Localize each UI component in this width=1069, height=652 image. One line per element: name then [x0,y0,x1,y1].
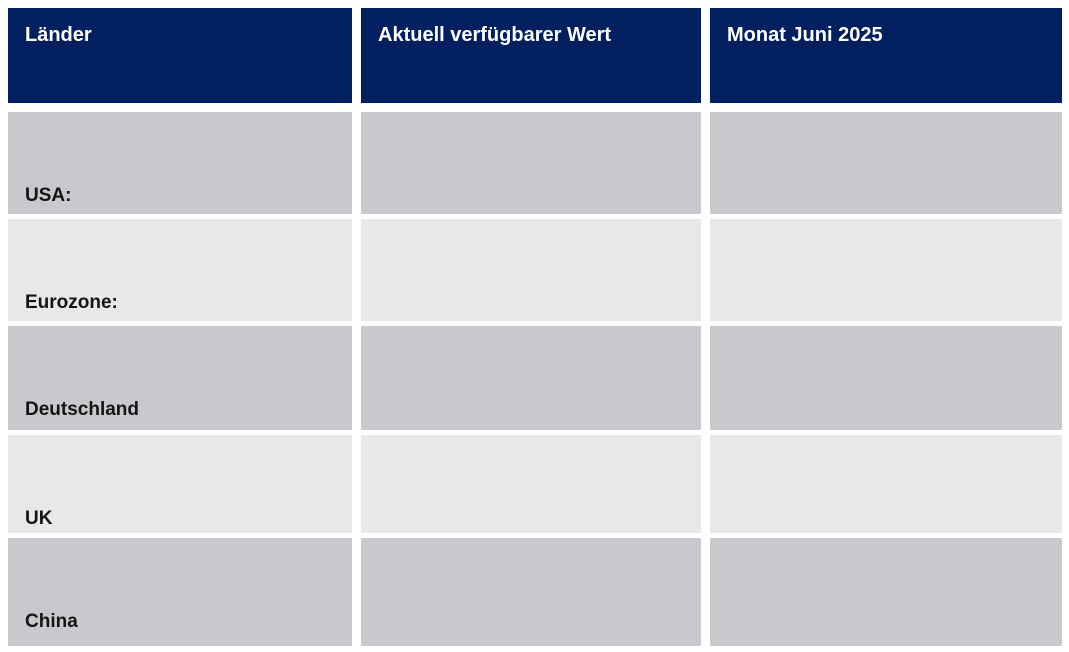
table-row-usa: USA: Verbraucherpreise (J) Erzeugerpreis… [8,112,1062,214]
country-cell: UK Verbraucherpreise (J) [8,435,352,533]
table-row-deutschland: Deutschland Verbraucherpreise (J) Erzeug… [8,326,1062,430]
june-value-cell: 3,6% [710,435,1062,533]
spacer-line [378,288,687,317]
june-value-cell: 0,1% -3,6% [710,538,1062,646]
country-label: USA: [25,185,72,206]
spacer-line [727,395,1048,424]
current-value-cell: 3,8% (August) [361,435,701,533]
country-cell: China Verbraucherpreise (J) Erzeugerprei… [8,538,352,646]
column-header-laender: Länder [8,8,352,103]
spacer-line [727,607,1048,636]
column-header-monat-juni-2025: Monat Juni 2025 [710,8,1062,103]
table-row-china: China Verbraucherpreise (J) Erzeugerprei… [8,538,1062,646]
country-label: Eurozone: [25,292,118,313]
country-label: Deutschland [25,399,140,420]
table-row-uk: UK Verbraucherpreise (J) 3,8% (August) 3… [8,435,1062,533]
country-cell: USA: Verbraucherpreise (J) Erzeugerpreis… [8,112,352,214]
country-label: UK [25,508,53,529]
spacer-line [378,181,687,210]
country-label: China [25,611,78,632]
june-value-cell: 2,0% -1,3% [710,326,1062,430]
inflation-table: Länder Aktuell verfügbarer Wert Monat Ju… [8,8,1062,646]
current-value-cell: 2,4% (September vorläufig) -2,2% (August… [361,326,701,430]
spacer-line [727,504,1048,533]
table-row-eurozone: Eurozone: Verbraucherpreise (J) Erzeuger… [8,219,1062,321]
current-value-cell: 2,9% (August) 2,6% (August) [361,112,701,214]
spacer-line [378,504,687,533]
country-cell: Eurozone: Verbraucherpreise (J) Erzeuger… [8,219,352,321]
june-value-cell: 2,0% 0,6% [710,219,1062,321]
spacer-line [378,395,687,424]
spacer-line [727,181,1048,210]
country-cell: Deutschland Verbraucherpreise (J) Erzeug… [8,326,352,430]
table-header-row: Länder Aktuell verfügbarer Wert Monat Ju… [8,8,1062,103]
current-value-cell: 2,0% (August) 0,2% (Juli) [361,219,701,321]
spacer-line [378,607,687,636]
spacer-line [727,288,1048,317]
june-value-cell: 2,7% 2,4% [710,112,1062,214]
current-value-cell: -0,4% (August) -2,9% (August) [361,538,701,646]
column-header-aktuell-wert: Aktuell verfügbarer Wert [361,8,701,103]
